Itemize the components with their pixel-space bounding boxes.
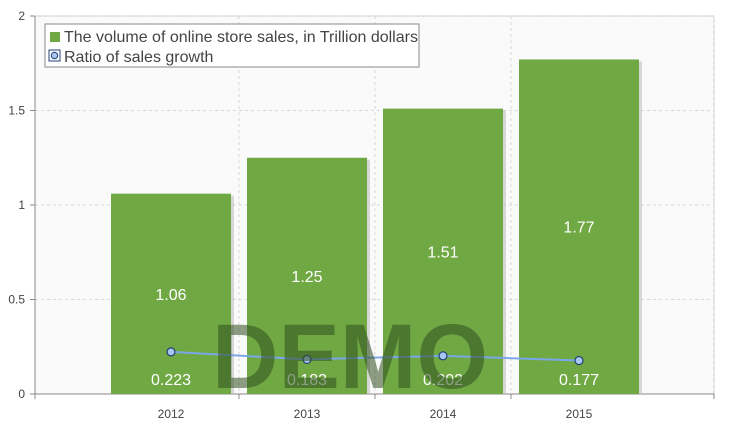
ratio-line [170, 350, 580, 362]
ratio-value-label: 0.177 [559, 372, 599, 389]
y-tick-label: 0 [18, 387, 25, 401]
y-tick-label: 2 [18, 9, 25, 23]
x-tick-label: 2013 [294, 407, 321, 421]
ratio-point [438, 351, 448, 361]
ratio-value-label: 0.223 [151, 372, 191, 389]
ratio-point [166, 347, 176, 357]
legend-label-ratio: Ratio of sales growth [64, 49, 213, 66]
y-tick-label: 1.5 [8, 104, 25, 118]
bar [111, 193, 231, 394]
bar-series [111, 59, 642, 395]
bar [247, 157, 367, 394]
legend-swatch-bar [50, 32, 60, 42]
legend-box [44, 23, 420, 68]
x-tick-label: 2014 [430, 407, 457, 421]
ratio-value-label: 0.183 [287, 372, 327, 389]
bar-value-label: 1.06 [155, 287, 186, 304]
bar [519, 59, 639, 394]
ratio-point [302, 354, 312, 365]
bar-value-label: 1.77 [563, 220, 594, 237]
x-tick-label: 2015 [566, 407, 593, 421]
x-tick-label: 2012 [158, 407, 185, 421]
legend-label-sales: The volume of online store sales, in Tri… [64, 29, 418, 46]
ratio-data-labels: 0.223 0.183 0.202 0.177 [151, 372, 599, 389]
watermark-text: DEMO [212, 306, 488, 408]
y-tick-label: 0.5 [8, 293, 25, 307]
bar-value-label: 1.51 [427, 244, 458, 261]
bar [383, 108, 503, 395]
y-tick-label: 1 [18, 198, 25, 212]
bar-value-label: 1.25 [291, 269, 322, 286]
legend-marker-line [50, 51, 59, 60]
bar-data-labels: 1.06 1.25 1.51 1.77 [155, 220, 594, 304]
ratio-value-label: 0.202 [423, 372, 463, 389]
legend: The volume of online store sales, in Tri… [44, 23, 420, 68]
ratio-point [574, 355, 584, 366]
watermark-layer: DEMO [212, 306, 488, 408]
x-tick-labels: 2012 2013 2014 2015 [158, 407, 593, 421]
ratio-line-series [166, 347, 584, 366]
y-tick-labels: 0 0.5 1 1.5 2 [8, 9, 25, 401]
